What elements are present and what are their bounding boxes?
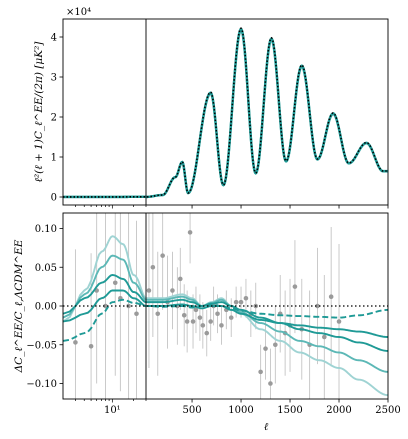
- top-ytick-label-3: 3: [51, 73, 57, 84]
- bottom-ylabel: ΔC_ℓ^EE/C_ℓ,ΛCDM^EE: [13, 239, 25, 373]
- y-offset-label: ×10⁴: [66, 7, 91, 18]
- data-point-20: [193, 307, 199, 313]
- data-point-1: [88, 344, 94, 349]
- data-point-4: [112, 280, 118, 286]
- bottom-ytick-label-2: 0.00: [35, 302, 57, 313]
- data-point-11: [160, 253, 165, 258]
- bottom-ytick-label-0: 0.10: [35, 224, 57, 235]
- data-point-18: [187, 230, 193, 235]
- top-ytick-label-2: 2: [51, 113, 57, 124]
- top-panel-frame: [62, 18, 389, 206]
- data-point-10: [155, 311, 161, 317]
- data-point-16: [181, 313, 187, 318]
- top-ytick-label-1: 1: [51, 153, 57, 164]
- top-ytick-label-4: 4: [51, 33, 57, 44]
- data-point-37: [268, 381, 273, 386]
- top-xticks: [75, 205, 389, 209]
- bottom-xtick-label-2: 1500: [277, 405, 302, 416]
- bottom-xticks: 500 1000 1500 2000 2500 10¹: [75, 399, 401, 416]
- data-point-9: [150, 264, 156, 270]
- data-point-8: [146, 288, 152, 293]
- data-point-19: [190, 319, 196, 324]
- data-point-29: [228, 315, 234, 320]
- data-point-26: [215, 311, 220, 317]
- bottom-ytick-label-1: 0.05: [35, 263, 57, 274]
- bottom-xtick-label-0: 500: [183, 405, 202, 416]
- data-point-42: [292, 284, 298, 289]
- data-point-23: [204, 330, 210, 336]
- data-point-27: [219, 323, 224, 328]
- data-point-38: [273, 342, 278, 348]
- data-point-21: [197, 315, 203, 320]
- bottom-xtick-label-1: 1000: [228, 405, 253, 416]
- bottom-series-group: [62, 235, 389, 397]
- bottom-xtick-label-4: 2500: [375, 405, 400, 416]
- data-point-6: [126, 303, 131, 309]
- top-yticks: 0 1 2 3 4: [51, 33, 63, 204]
- bottom-ytick-label-3: −0.05: [26, 340, 57, 351]
- top-series-group: [63, 27, 388, 199]
- data-point-48: [336, 319, 342, 324]
- bottom-series-line-3: [62, 289, 389, 338]
- bottom-xtick-log-label: 10¹: [104, 405, 121, 416]
- x-axis-label: ℓ: [264, 421, 269, 433]
- data-point-45: [315, 303, 320, 309]
- top-series-line-2: [63, 27, 388, 199]
- top-panel: 0 1 2 3 4 ×10⁴ ℓ²(ℓ + 1)C_ℓ^EE/(2π) [μK²]: [33, 7, 389, 209]
- data-point-47: [328, 294, 334, 300]
- top-series-line-3: [63, 27, 388, 198]
- data-point-31: [238, 299, 244, 305]
- data-point-17: [184, 319, 190, 324]
- top-ytick-label-0: 0: [51, 193, 57, 204]
- bottom-panel: 0.10 0.05 0.00 −0.05 −0.10 500 1000 1500 2000 25…: [13, 212, 401, 433]
- data-point-15: [177, 276, 183, 282]
- bottom-yticks: 0.10 0.05 0.00 −0.05 −0.10: [26, 224, 63, 390]
- data-point-22: [200, 323, 206, 328]
- data-point-13: [170, 288, 175, 293]
- bottom-series-line-2: [62, 274, 389, 352]
- bottom-series-line-1: [62, 254, 389, 373]
- data-point-35: [258, 369, 263, 375]
- top-ylabel: ℓ²(ℓ + 1)C_ℓ^EE/(2π) [μK²]: [33, 41, 45, 183]
- data-point-30: [233, 299, 239, 305]
- data-point-3: [103, 303, 108, 309]
- data-point-32: [243, 295, 249, 301]
- data-point-36: [263, 346, 268, 351]
- data-point-7: [134, 311, 139, 317]
- data-point-0: [73, 340, 78, 345]
- bottom-ytick-label-4: −0.10: [26, 379, 57, 390]
- bottom-xtick-label-3: 2000: [326, 405, 351, 416]
- data-point-24: [208, 319, 213, 324]
- data-point-46: [322, 334, 327, 340]
